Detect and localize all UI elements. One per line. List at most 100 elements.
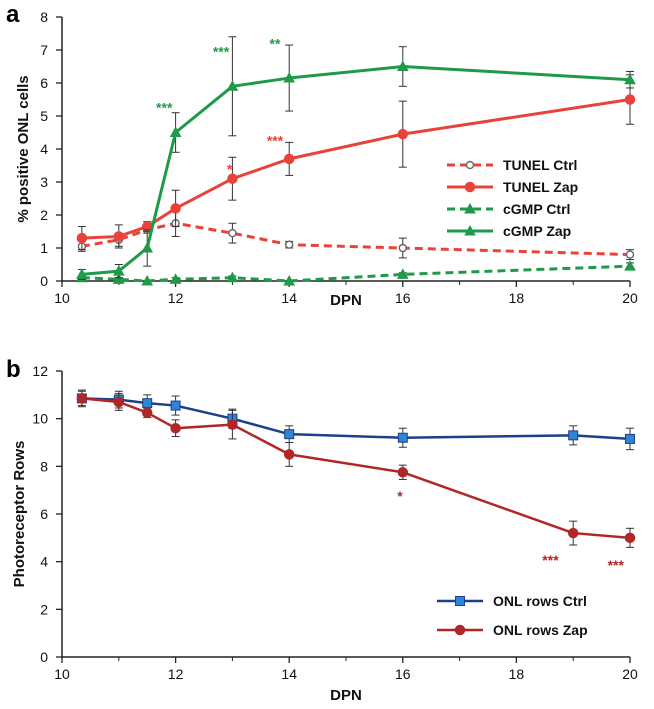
y-axis-label: Photoreceptor Rows xyxy=(11,441,28,588)
series-line xyxy=(81,397,631,540)
panel-label: b xyxy=(6,356,21,383)
data-point xyxy=(568,430,579,441)
data-point xyxy=(624,260,636,271)
data-point xyxy=(397,432,408,443)
data-point xyxy=(76,268,88,279)
data-point xyxy=(625,433,635,444)
data-point xyxy=(624,73,636,85)
legend-entry: ONL rows Zap xyxy=(493,622,588,638)
y-tick-label: 2 xyxy=(40,601,48,617)
panel-label: a xyxy=(6,1,20,28)
legend-marker xyxy=(464,224,476,236)
legend: TUNEL Ctrl TUNEL Zap cGMP Ctrl cGMP Zap xyxy=(447,157,578,239)
data-point xyxy=(170,400,181,411)
x-tick-label: 14 xyxy=(281,666,297,682)
legend-entry: TUNEL Ctrl xyxy=(503,157,577,173)
data-point xyxy=(227,419,238,430)
x-tick-label: 18 xyxy=(509,666,525,682)
significance-marker: * xyxy=(227,161,233,177)
data-point xyxy=(625,250,635,259)
data-point xyxy=(284,429,295,440)
legend-marker xyxy=(465,160,475,170)
y-tick-label: 7 xyxy=(40,42,48,58)
x-tick-label: 18 xyxy=(509,290,525,306)
series-1 xyxy=(76,390,636,548)
data-point xyxy=(283,153,295,165)
y-axis-label: % positive ONL cells xyxy=(15,75,32,222)
x-tick-label: 12 xyxy=(168,290,184,306)
legend-marker xyxy=(455,596,465,606)
data-point xyxy=(283,449,295,460)
data-point xyxy=(398,243,407,253)
series-line xyxy=(81,397,631,441)
x-axis-label: DPN xyxy=(330,687,362,704)
data-point xyxy=(113,396,125,408)
x-tick-label: 16 xyxy=(395,666,411,682)
data-point xyxy=(142,398,153,409)
y-tick-label: 10 xyxy=(32,411,48,427)
x-tick-label: 16 xyxy=(395,290,411,306)
data-point xyxy=(76,232,88,244)
series-line xyxy=(81,264,631,283)
significance-marker: *** xyxy=(542,552,559,568)
data-point xyxy=(397,128,409,140)
data-point xyxy=(169,126,182,137)
x-tick-label: 10 xyxy=(54,290,70,306)
significance-marker: * xyxy=(397,488,403,504)
legend-entry: cGMP Ctrl xyxy=(503,201,570,217)
x-axis-label: DPN xyxy=(330,292,362,309)
significance-marker: ** xyxy=(270,35,281,51)
data-point xyxy=(396,60,409,71)
data-point xyxy=(141,241,154,253)
legend-marker xyxy=(464,202,476,214)
data-point xyxy=(624,94,636,105)
significance-marker: *** xyxy=(156,100,173,116)
legend-entry: ONL rows Ctrl xyxy=(493,593,587,609)
data-point xyxy=(567,527,579,539)
x-tick-label: 10 xyxy=(54,666,70,682)
y-tick-label: 3 xyxy=(40,174,48,190)
data-point xyxy=(283,274,296,286)
significance-marker: *** xyxy=(267,133,284,149)
y-tick-label: 12 xyxy=(32,363,48,379)
y-tick-label: 8 xyxy=(40,458,48,474)
data-point xyxy=(170,203,181,214)
legend-entry: cGMP Zap xyxy=(503,223,571,239)
y-tick-label: 4 xyxy=(40,141,48,157)
data-point xyxy=(397,467,409,478)
y-tick-label: 6 xyxy=(40,75,48,91)
series-3 xyxy=(76,36,636,280)
series-line xyxy=(81,65,631,276)
significance-marker: *** xyxy=(608,557,625,573)
legend: ONL rows Ctrl ONL rows Zap xyxy=(437,593,588,638)
x-tick-label: 20 xyxy=(622,666,638,682)
legend-entry: TUNEL Zap xyxy=(503,179,578,195)
data-point xyxy=(112,265,125,276)
y-tick-label: 0 xyxy=(40,273,48,289)
y-tick-label: 5 xyxy=(40,108,48,124)
data-point xyxy=(226,271,239,283)
x-tick-label: 12 xyxy=(168,666,184,682)
y-tick-label: 1 xyxy=(40,240,48,256)
data-point xyxy=(141,274,154,286)
x-tick-label: 20 xyxy=(622,290,638,306)
data-point xyxy=(76,393,88,404)
data-point xyxy=(624,532,636,544)
x-tick-label: 14 xyxy=(281,290,297,306)
data-point xyxy=(227,173,238,184)
data-point xyxy=(283,72,296,83)
data-point xyxy=(113,231,125,242)
data-point xyxy=(226,80,239,91)
data-point xyxy=(285,240,294,249)
series-1 xyxy=(76,74,636,251)
y-tick-label: 0 xyxy=(40,649,48,665)
data-point xyxy=(396,268,409,279)
y-tick-label: 4 xyxy=(40,554,48,570)
data-point xyxy=(228,228,237,238)
data-point xyxy=(170,422,181,434)
y-tick-label: 8 xyxy=(40,9,48,25)
significance-marker: *** xyxy=(213,44,230,60)
data-point xyxy=(141,407,153,418)
